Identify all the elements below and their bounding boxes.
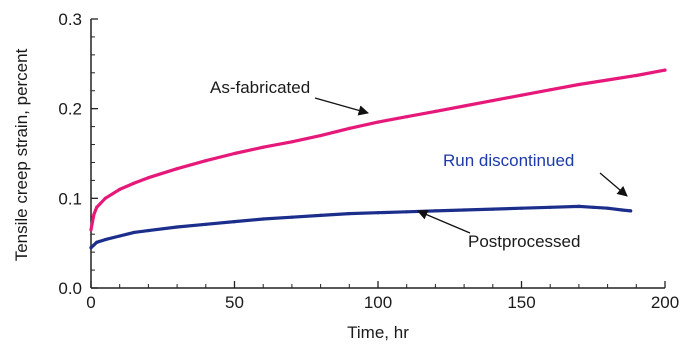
data-point-as-fabricated <box>319 134 323 138</box>
data-point-postprocessed <box>89 246 93 250</box>
data-point-as-fabricated <box>132 181 136 185</box>
data-point-postprocessed <box>629 209 633 213</box>
data-point-as-fabricated <box>118 187 122 191</box>
y-tick-label: 0.3 <box>58 10 82 29</box>
data-point-as-fabricated <box>433 109 437 113</box>
data-point-postprocessed <box>261 217 265 221</box>
data-point-as-fabricated <box>347 126 351 130</box>
data-point-as-fabricated <box>491 99 495 103</box>
data-point-as-fabricated <box>175 167 179 171</box>
data-point-postprocessed <box>548 205 552 209</box>
data-point-as-fabricated <box>204 159 208 163</box>
data-point-postprocessed <box>462 208 466 212</box>
data-point-as-fabricated <box>606 78 610 82</box>
data-point-postprocessed <box>132 230 136 234</box>
data-point-postprocessed <box>347 212 351 216</box>
data-point-postprocessed <box>204 222 208 226</box>
data-point-postprocessed <box>232 220 237 224</box>
data-point-as-fabricated <box>405 115 409 119</box>
y-tick-label: 0.0 <box>58 279 82 298</box>
x-tick-label: 50 <box>225 293 244 312</box>
data-point-postprocessed <box>92 243 96 247</box>
data-point-as-fabricated <box>146 176 150 180</box>
series-layer <box>89 68 667 250</box>
data-point-as-fabricated <box>92 212 96 217</box>
data-point-postprocessed <box>405 210 409 214</box>
data-point-postprocessed <box>433 209 437 213</box>
x-tick-label: 100 <box>364 293 392 312</box>
annotations: As-fabricated Run discontinued Postproce… <box>210 78 628 251</box>
data-point-postprocessed <box>577 204 581 208</box>
y-tick-label: 0.1 <box>58 189 82 208</box>
x-tick-label: 200 <box>651 293 679 312</box>
data-point-postprocessed <box>103 238 107 242</box>
data-point-postprocessed <box>591 205 595 209</box>
data-point-postprocessed <box>319 213 323 217</box>
y-axis-title: Tensile creep strain, percent <box>12 48 31 261</box>
y-tick-label: 0.2 <box>58 100 82 119</box>
arrow-postprocessed <box>417 209 471 234</box>
data-point-postprocessed <box>118 234 122 238</box>
data-point-postprocessed <box>606 206 610 210</box>
data-point-as-fabricated <box>290 140 294 144</box>
data-point-as-fabricated <box>89 228 93 232</box>
data-point-postprocessed <box>146 229 150 233</box>
data-point-as-fabricated <box>376 120 380 124</box>
annotation-postprocessed: Postprocessed <box>468 232 580 251</box>
data-point-postprocessed <box>620 208 624 212</box>
data-point-postprocessed <box>175 225 179 229</box>
annotation-as-fabricated: As-fabricated <box>210 78 310 97</box>
series-line-postprocessed <box>89 204 633 250</box>
x-axis-title: Time, hr <box>347 323 409 342</box>
data-point-as-fabricated <box>462 104 466 108</box>
data-point-as-fabricated <box>634 73 638 78</box>
data-point-as-fabricated <box>663 68 667 72</box>
data-point-postprocessed <box>519 206 524 210</box>
data-point-postprocessed <box>491 207 495 211</box>
data-point-postprocessed <box>376 211 380 215</box>
annotation-run-discontinued: Run discontinued <box>443 151 574 170</box>
arrow-as-fabricated <box>314 97 370 116</box>
data-point-as-fabricated <box>548 88 552 92</box>
axes: 0 50 100 150 200 0.0 0.1 0.2 0.3 <box>58 10 679 312</box>
data-point-as-fabricated <box>95 205 99 209</box>
data-point-postprocessed <box>290 215 294 219</box>
data-point-as-fabricated <box>519 93 524 97</box>
x-tick-label: 0 <box>86 293 95 312</box>
data-point-as-fabricated <box>232 151 237 156</box>
data-point-as-fabricated <box>261 145 265 149</box>
arrow-run-discontinued <box>599 172 628 197</box>
data-point-as-fabricated <box>103 196 107 200</box>
data-point-postprocessed <box>95 240 99 244</box>
x-tick-label: 150 <box>507 293 535 312</box>
data-point-as-fabricated <box>577 82 581 87</box>
